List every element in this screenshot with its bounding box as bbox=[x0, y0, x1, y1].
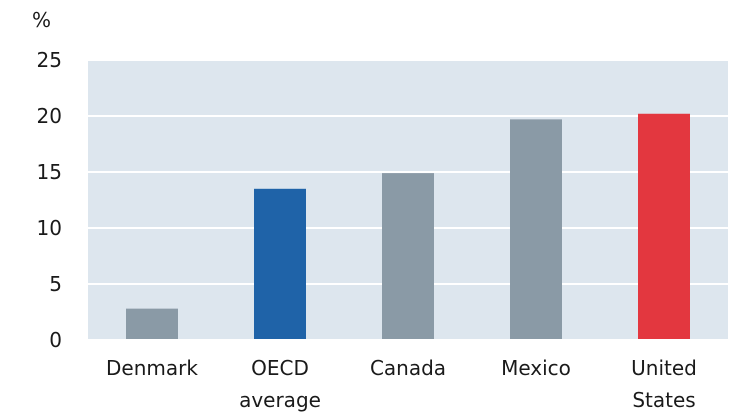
y-tick-label-15: 15 bbox=[37, 160, 62, 184]
y-tick-label-20: 20 bbox=[37, 104, 62, 128]
bars bbox=[126, 113, 690, 340]
x-category-label-canada: Canada bbox=[370, 356, 446, 380]
x-category-label-united-states: United States bbox=[631, 356, 697, 412]
y-tick-label-5: 5 bbox=[49, 272, 62, 296]
bar-mexico bbox=[510, 119, 562, 340]
y-axis-tick-labels: 0 5 10 15 20 25 bbox=[37, 48, 62, 352]
bar-united-states bbox=[638, 113, 690, 340]
y-tick-label-25: 25 bbox=[37, 48, 62, 72]
y-tick-label-0: 0 bbox=[49, 328, 62, 352]
x-category-label-mexico: Mexico bbox=[501, 356, 571, 380]
y-axis-unit-label: % bbox=[32, 8, 51, 32]
x-category-label-oecd-average: OECD average bbox=[239, 356, 321, 412]
y-tick-label-10: 10 bbox=[37, 216, 62, 240]
x-category-label-denmark: Denmark bbox=[106, 356, 198, 380]
bar-oecd-average bbox=[254, 188, 306, 340]
bar-canada bbox=[382, 173, 434, 340]
bar-denmark bbox=[126, 308, 178, 340]
x-axis-category-labels: Denmark OECD average Canada Mexico United Stat… bbox=[106, 356, 697, 412]
